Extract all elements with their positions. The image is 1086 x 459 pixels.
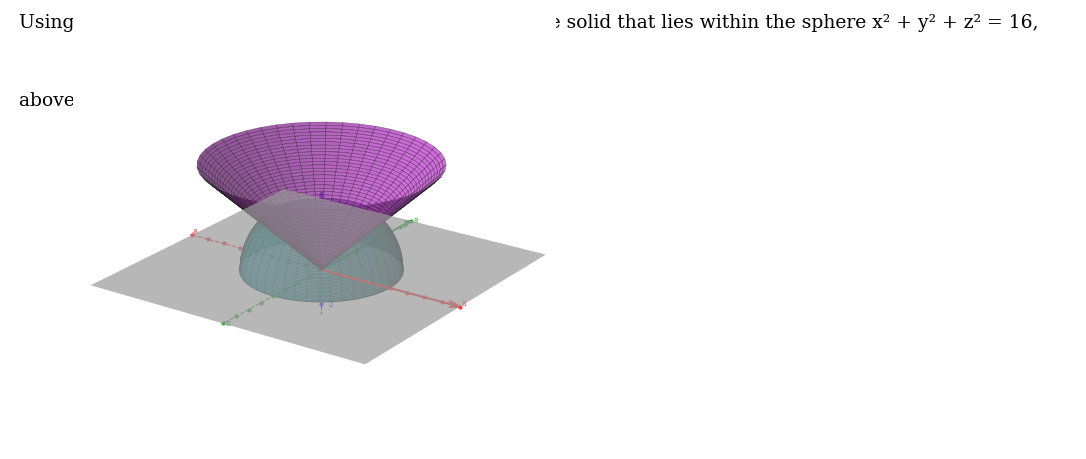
Text: Using spherical coordinates, find the exact volume of the solid that lies within: Using spherical coordinates, find the ex…: [20, 14, 1039, 32]
Text: above the xy-plane, and below the cone z =sqrt( x² + y²): above the xy-plane, and below the cone z…: [20, 92, 554, 110]
